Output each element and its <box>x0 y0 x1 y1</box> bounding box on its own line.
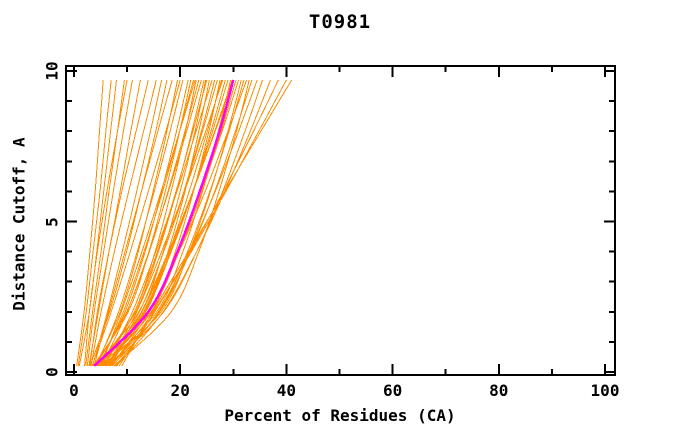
model-curve-1 <box>76 79 104 367</box>
model-curve-8 <box>90 79 157 367</box>
model-curve-29 <box>106 79 224 367</box>
highlighted-model-curve <box>93 79 235 367</box>
model-curve-47 <box>99 79 207 367</box>
model-curve-45 <box>118 79 287 367</box>
model-curve-11 <box>89 79 168 367</box>
model-curve-6 <box>88 79 141 367</box>
model-curve-48 <box>104 79 223 367</box>
model-curve-2 <box>77 79 112 367</box>
x-tick-label: 40 <box>276 381 297 400</box>
model-curve-14 <box>91 79 181 367</box>
model-curve-35 <box>110 79 240 367</box>
model-curve-41 <box>115 79 258 367</box>
chart-title: T0981 <box>308 11 372 33</box>
model-curve-9 <box>84 79 128 367</box>
model-curve-21 <box>101 79 202 367</box>
plot-frame <box>65 65 616 376</box>
model-curve-25 <box>104 79 213 367</box>
model-curve-10 <box>92 79 163 367</box>
x-tick-label: 80 <box>489 381 509 400</box>
model-curve-43 <box>116 79 271 367</box>
x-axis-label: Percent of Residues (CA) <box>224 406 456 425</box>
y-tick-label: 10 <box>42 61 62 81</box>
model-curve-15 <box>95 79 184 367</box>
model-curve-27 <box>105 79 218 367</box>
model-curve-23 <box>102 79 208 367</box>
model-curve-7 <box>89 79 149 367</box>
model-curve-31 <box>108 79 229 367</box>
y-tick-label: 5 <box>42 216 62 227</box>
model-curve-49 <box>107 79 233 367</box>
model-curve-50 <box>100 79 196 367</box>
y-tick-label: 0 <box>42 367 62 377</box>
x-tick-label: 20 <box>170 381 190 400</box>
x-tick-label: 60 <box>382 381 403 400</box>
model-curve-5 <box>86 79 133 367</box>
x-tick-label: 100 <box>590 381 620 400</box>
x-tick-label: 0 <box>69 381 79 400</box>
model-curve-34 <box>103 79 237 367</box>
model-curve-12 <box>93 79 173 367</box>
model-curve-46 <box>121 79 293 367</box>
